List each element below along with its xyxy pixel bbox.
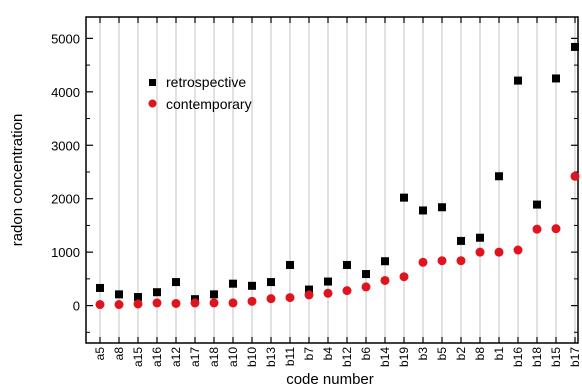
point-retrospective-b3 [419, 206, 427, 215]
plot-frame [85, 16, 579, 344]
point-contemporary-b11 [285, 293, 295, 303]
point-retrospective-a16 [153, 288, 161, 297]
point-contemporary-b15 [551, 224, 561, 234]
x-tick-label-b18: b18 [530, 347, 544, 367]
point-contemporary-a10 [228, 298, 238, 308]
x-tick-label-a18: a18 [207, 347, 221, 367]
point-retrospective-b7 [305, 285, 313, 294]
x-tick-label-b8: b8 [473, 347, 487, 361]
x-tick-label-a16: a16 [150, 347, 164, 367]
x-tick-label-b10: b10 [245, 347, 259, 367]
point-contemporary-b3 [418, 257, 428, 267]
x-tick-label-b2: b2 [454, 347, 468, 361]
x-tick-label-a12: a12 [169, 347, 183, 367]
x-tick-label-a5: a5 [93, 347, 107, 361]
x-tick-label-a10: a10 [226, 347, 240, 367]
point-retrospective-b10 [248, 281, 256, 290]
point-retrospective-b4 [324, 277, 332, 286]
x-tick-label-b3: b3 [416, 347, 430, 361]
x-axis-title: code number [286, 371, 374, 385]
point-contemporary-b17 [570, 171, 580, 181]
y-axis-title: radon concentration [9, 114, 26, 247]
point-contemporary-b19 [399, 272, 409, 282]
y-tick-label: 1000 [51, 245, 80, 260]
point-retrospective-b19 [400, 193, 408, 202]
point-contemporary-a8 [114, 300, 124, 310]
point-retrospective-a5 [96, 283, 104, 292]
point-contemporary-b2 [456, 256, 466, 266]
point-retrospective-b16 [514, 76, 522, 85]
data-points [95, 42, 580, 310]
point-contemporary-b16 [513, 245, 523, 255]
point-retrospective-b1 [495, 172, 503, 181]
point-contemporary-a17 [190, 298, 200, 308]
x-tick-label-b19: b19 [397, 347, 411, 367]
point-retrospective-b11 [286, 260, 294, 269]
legend-marker-retrospective [149, 79, 156, 86]
x-tick-label-b5: b5 [435, 347, 449, 361]
x-axis-ticks: a5 a8 a15 a16 a12 a17 a18 a10 b10 b13 b11 b7 b4 b12 b6… [93, 17, 582, 367]
legend-marker-contemporary [148, 99, 157, 108]
point-retrospective-a8 [115, 290, 123, 299]
x-tick-label-b11: b11 [283, 347, 297, 366]
point-retrospective-b18 [533, 200, 541, 209]
point-retrospective-a18 [210, 290, 218, 299]
x-tick-label-b7: b7 [302, 347, 316, 361]
x-tick-label-b13: b13 [264, 347, 278, 367]
vertical-grid-lines [99, 17, 576, 343]
point-retrospective-b17 [571, 42, 579, 51]
point-contemporary-b13 [266, 294, 276, 304]
y-tick-label: 4000 [51, 85, 80, 100]
x-tick-label-b17: b17 [568, 347, 582, 367]
x-tick-label-b6: b6 [359, 347, 373, 361]
point-contemporary-a18 [209, 298, 219, 308]
point-contemporary-b10 [247, 296, 257, 306]
point-retrospective-a10 [229, 279, 237, 288]
x-tick-label-a15: a15 [131, 347, 145, 367]
point-contemporary-b7 [304, 290, 314, 300]
point-retrospective-b15 [552, 74, 560, 83]
x-tick-label-b4: b4 [321, 347, 335, 361]
point-contemporary-b18 [532, 224, 542, 234]
x-tick-label-b16: b16 [511, 347, 525, 367]
point-retrospective-b8 [476, 233, 484, 242]
point-retrospective-b6 [362, 270, 370, 279]
point-retrospective-a15 [134, 293, 142, 302]
point-contemporary-a5 [95, 300, 105, 310]
point-contemporary-b1 [494, 247, 504, 257]
point-retrospective-b12 [343, 260, 351, 269]
y-tick-label: 5000 [51, 31, 80, 46]
point-contemporary-b14 [380, 275, 390, 285]
x-tick-label-b14: b14 [378, 347, 392, 367]
point-retrospective-b5 [438, 203, 446, 212]
x-tick-label-a17: a17 [188, 347, 202, 367]
point-retrospective-b13 [267, 278, 275, 287]
y-tick-label: 3000 [51, 138, 80, 153]
point-contemporary-b4 [323, 288, 333, 298]
point-contemporary-b8 [475, 247, 485, 257]
x-tick-label-b15: b15 [549, 347, 563, 367]
point-retrospective-b2 [457, 236, 465, 245]
point-contemporary-a12 [171, 298, 181, 308]
legend: retrospective contemporary [148, 74, 252, 112]
y-tick-label: 0 [73, 299, 80, 314]
legend-label-retrospective: retrospective [166, 74, 246, 90]
point-contemporary-b12 [342, 286, 352, 296]
point-contemporary-a16 [152, 298, 162, 308]
point-contemporary-b6 [361, 282, 371, 292]
y-axis-ticks: 0 1000 2000 3000 4000 5000 [51, 31, 578, 333]
legend-label-contemporary: contemporary [166, 96, 252, 112]
x-tick-label-b1: b1 [492, 347, 506, 361]
x-tick-label-b12: b12 [340, 347, 354, 367]
x-tick-label-a8: a8 [112, 347, 126, 361]
y-tick-label: 2000 [51, 192, 80, 207]
point-contemporary-b5 [437, 256, 447, 266]
point-retrospective-a12 [172, 278, 180, 287]
point-contemporary-a15 [133, 299, 143, 309]
point-retrospective-b14 [381, 257, 389, 266]
